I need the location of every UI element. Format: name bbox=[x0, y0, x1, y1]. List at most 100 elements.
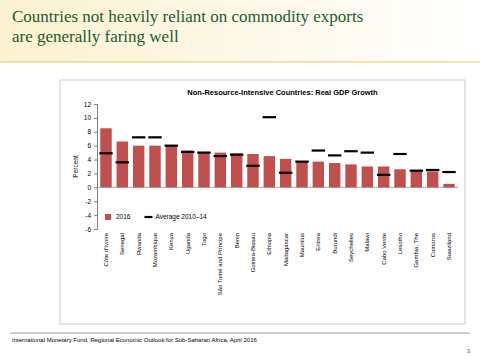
dash-marker bbox=[116, 161, 129, 163]
legend-swatch bbox=[105, 214, 111, 220]
dash-marker bbox=[361, 152, 374, 154]
slide-title: Countries not heavily reliant on commodi… bbox=[12, 7, 363, 26]
dash-marker bbox=[295, 161, 308, 163]
y-tick-label: 0 bbox=[87, 184, 91, 191]
bar bbox=[117, 142, 128, 188]
bar bbox=[427, 171, 438, 187]
y-tick-label: 10 bbox=[84, 114, 92, 121]
x-tick: Gambia, The bbox=[413, 229, 419, 268]
x-tick: Cabo Verde bbox=[381, 229, 387, 265]
x-tick-label: Côte d'Ivoire bbox=[103, 232, 109, 266]
x-tick: Côte d'Ivoire bbox=[103, 229, 109, 267]
dash-marker bbox=[197, 152, 210, 154]
bar bbox=[394, 169, 405, 187]
series-0 bbox=[100, 128, 454, 187]
x-tick: Lesotho bbox=[397, 229, 403, 254]
page-number: 3 bbox=[467, 348, 471, 354]
x-tick-label: Malawi bbox=[364, 233, 370, 252]
bar bbox=[182, 151, 193, 188]
x-tick-label: Senegal bbox=[119, 233, 125, 255]
y-tick: -6 bbox=[85, 226, 97, 233]
x-tick: Eritrea bbox=[315, 229, 321, 251]
x-tick-label: Ethiopia bbox=[266, 232, 272, 254]
x-tick: Guinea-Bissau bbox=[250, 229, 256, 272]
dash-marker bbox=[328, 154, 341, 156]
x-axis-line bbox=[98, 229, 459, 230]
x-tick-label: Mauritius bbox=[299, 233, 305, 257]
y-tick-label: 2 bbox=[87, 170, 91, 177]
x-tick-label: Lesotho bbox=[397, 232, 403, 254]
x-tick-label: Eritrea bbox=[315, 232, 321, 250]
x-tick: Uganda bbox=[185, 229, 191, 254]
header-rule bbox=[0, 62, 480, 63]
y-tick-mark bbox=[94, 160, 97, 161]
bar bbox=[280, 159, 291, 187]
bar bbox=[362, 167, 373, 188]
y-tick-mark bbox=[94, 104, 97, 105]
bar bbox=[149, 146, 160, 188]
x-tick: Togo bbox=[201, 229, 207, 246]
y-tick-mark bbox=[94, 118, 97, 119]
dash-marker bbox=[279, 172, 292, 174]
source-note: International Monetary Fund, Regional Ec… bbox=[12, 337, 257, 343]
legend-swatch bbox=[144, 216, 152, 218]
y-tick: 12 bbox=[84, 101, 97, 108]
y-tick: -2 bbox=[85, 198, 97, 205]
y-tick: 6 bbox=[87, 142, 97, 149]
dash-marker bbox=[393, 153, 406, 155]
dash-marker bbox=[344, 150, 357, 152]
y-tick: 4 bbox=[87, 156, 97, 163]
x-tick-label: Gambia, The bbox=[413, 232, 419, 267]
bar bbox=[329, 163, 340, 187]
bar bbox=[247, 154, 258, 187]
y-tick-mark bbox=[94, 146, 97, 147]
y-tick-mark bbox=[94, 132, 97, 133]
y-tick-mark bbox=[94, 201, 97, 202]
x-tick-label: São Tomé and Príncipe bbox=[217, 232, 223, 295]
chart-frame bbox=[60, 80, 465, 324]
x-tick: Comoros bbox=[430, 229, 436, 257]
y-tick-label: 4 bbox=[87, 156, 91, 163]
legend: 2016Average 2010–14 bbox=[105, 213, 207, 221]
dash-marker bbox=[263, 116, 276, 118]
x-tick-label: Rwanda bbox=[136, 232, 142, 255]
x-tick: Kenya bbox=[168, 229, 174, 250]
dash-marker bbox=[181, 151, 194, 153]
y-tick: 0 bbox=[87, 184, 97, 191]
x-tick-label: Togo bbox=[201, 232, 207, 246]
x-tick-label: Swaziland bbox=[446, 233, 452, 260]
x-tick: São Tomé and Príncipe bbox=[217, 229, 223, 295]
bar bbox=[215, 153, 226, 188]
y-tick-label: 12 bbox=[84, 101, 92, 108]
slide-title: are generally faring well bbox=[12, 27, 179, 46]
slide: Countries not heavily reliant on commodi… bbox=[0, 0, 480, 359]
x-tick: Rwanda bbox=[136, 229, 142, 255]
y-tick-mark bbox=[94, 215, 97, 216]
dash-marker bbox=[377, 174, 390, 176]
dash-marker bbox=[214, 155, 227, 157]
dash-marker bbox=[246, 165, 259, 167]
x-tick: Burundi bbox=[332, 229, 338, 254]
x-tick: Senegal bbox=[119, 229, 125, 255]
chart-title: Non-Resource-Intensive Countries: Real G… bbox=[187, 88, 378, 97]
dash-marker bbox=[442, 171, 455, 173]
series-1 bbox=[99, 117, 455, 175]
bar bbox=[378, 167, 389, 188]
y-axis: -6-4-2024681012 bbox=[84, 101, 98, 233]
x-tick-label: Cabo Verde bbox=[381, 232, 387, 264]
y-tick: 8 bbox=[87, 128, 97, 135]
y-tick: 10 bbox=[84, 114, 97, 121]
x-tick: Madagascar bbox=[283, 229, 289, 266]
bar bbox=[443, 184, 454, 187]
bar bbox=[166, 146, 177, 188]
y-tick-label: 6 bbox=[87, 142, 91, 149]
bar bbox=[345, 164, 356, 187]
bar bbox=[133, 146, 144, 188]
x-tick-label: Guinea-Bissau bbox=[250, 233, 256, 272]
dash-marker bbox=[230, 154, 243, 156]
x-tick-label: Comoros bbox=[430, 233, 436, 257]
x-tick: Mozambique bbox=[152, 229, 158, 267]
x-tick-label: Burundi bbox=[332, 233, 338, 254]
bar bbox=[296, 161, 307, 187]
bar bbox=[198, 152, 209, 187]
